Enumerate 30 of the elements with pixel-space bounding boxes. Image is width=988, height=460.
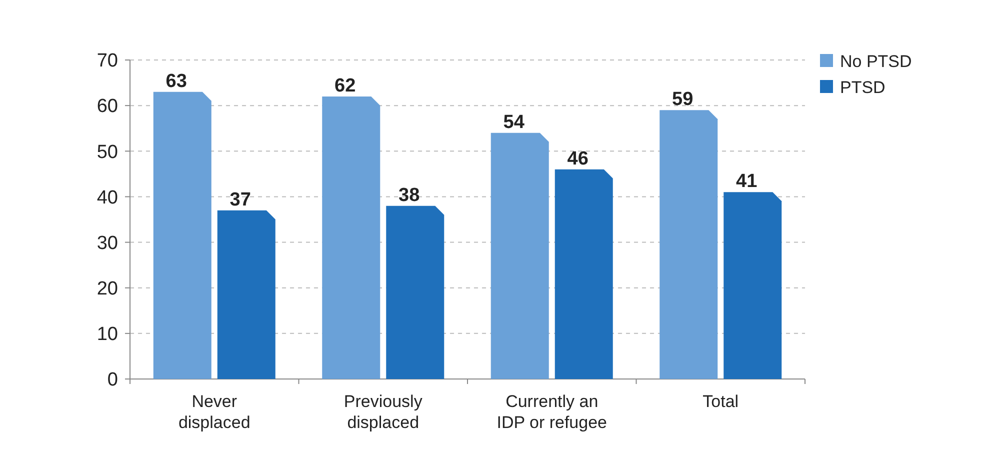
data-label: 54 (503, 112, 525, 133)
data-label: 41 (736, 171, 758, 192)
y-tick-label: 0 (107, 370, 118, 391)
bar (490, 132, 549, 379)
legend-label: PTSD (840, 78, 886, 97)
bar (554, 169, 613, 379)
data-label: 37 (230, 189, 251, 210)
y-tick-label: 60 (96, 96, 118, 118)
x-tick-label: Currently an IDP or refugee (496, 392, 608, 432)
x-tick-label: Total (702, 392, 739, 411)
bar (660, 110, 718, 379)
data-label: 46 (567, 148, 588, 170)
y-tick-label: 50 (96, 142, 118, 163)
data-label: 63 (166, 70, 187, 92)
y-tick-label: 20 (96, 278, 118, 300)
y-tick-label: 10 (96, 324, 118, 346)
y-tick-label: 30 (96, 232, 118, 254)
legend-label: No PTSD (840, 52, 912, 71)
x-tick-label: Previously displaced (344, 392, 423, 432)
y-tick-label: 70 (96, 50, 118, 72)
bar (217, 210, 276, 379)
data-label: 38 (398, 184, 420, 206)
data-label: 59 (672, 89, 694, 110)
data-label: 62 (334, 75, 356, 96)
x-tick-label: Never displaced (178, 392, 250, 432)
y-tick-label: 40 (96, 187, 118, 208)
bar (153, 92, 212, 379)
bar (322, 96, 380, 379)
bar (386, 206, 444, 379)
bar (724, 192, 782, 379)
